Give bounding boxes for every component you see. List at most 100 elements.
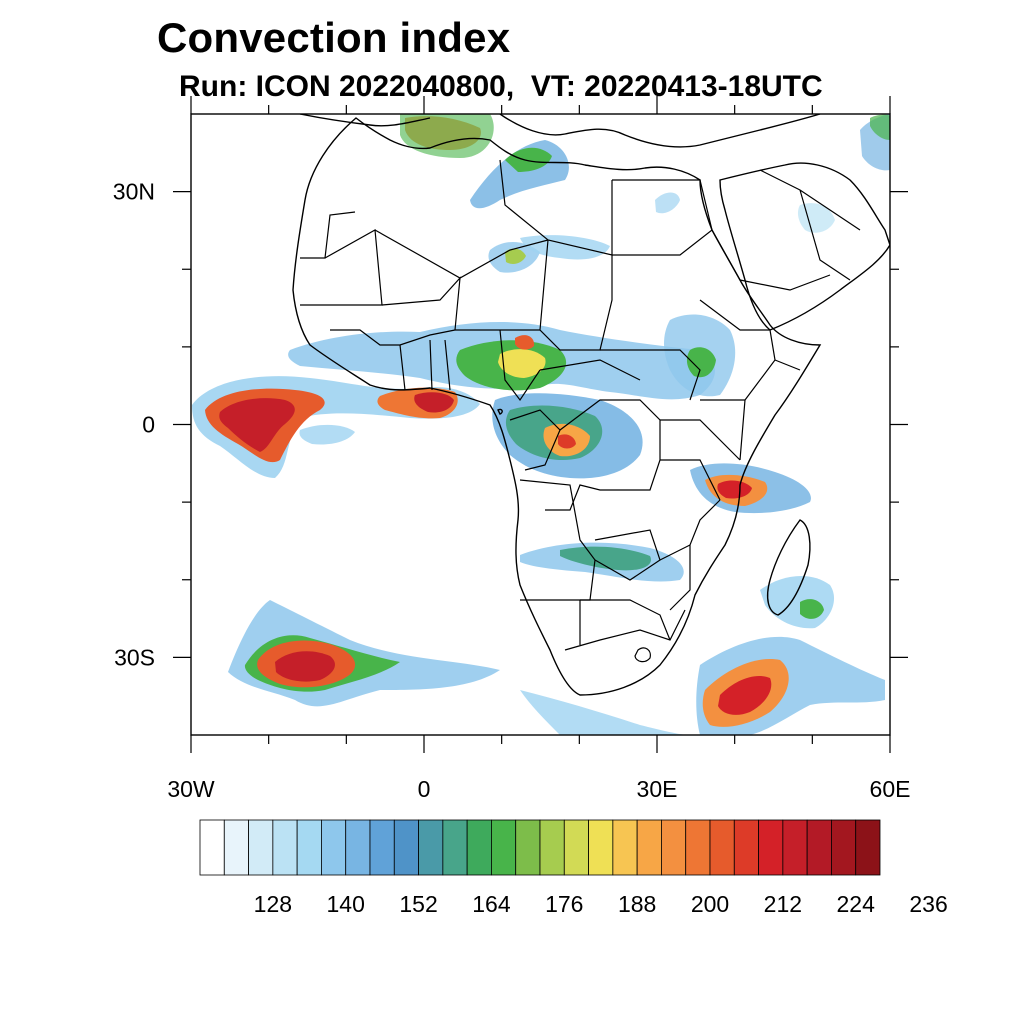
convection-blob-atlantic-peak <box>219 398 295 452</box>
colorbar-box <box>321 819 347 876</box>
colorbar-box <box>199 819 225 876</box>
border-mozambique <box>659 499 721 611</box>
colorbar-labels: 128 140 152 164 176 188 200 212 224 236 <box>254 891 948 917</box>
convection-blob-nigeria-core <box>498 349 546 378</box>
colorbar-label: 236 <box>909 891 947 917</box>
bioko-island <box>497 408 503 415</box>
lon-tick-label: 30E <box>637 776 678 802</box>
colorbar-label: 128 <box>254 891 292 917</box>
convection-blob-levant <box>870 114 890 140</box>
lon-tick-label: 0 <box>418 776 431 802</box>
convection-blob-mediterranean-halo <box>400 114 494 158</box>
colorbar-box <box>685 819 711 876</box>
colorbar-box <box>442 819 468 876</box>
border-west-africa-1 <box>330 329 456 346</box>
colorbar-box <box>223 819 249 876</box>
map-subtitle: Run: ICON 2022040800, VT: 20220413-18UTC <box>179 70 823 103</box>
convection-blob-congo-peak <box>558 434 576 449</box>
convection-field <box>192 114 890 735</box>
colorbar-box <box>588 819 614 876</box>
colorbar-box <box>806 819 832 876</box>
convection-blob-south-atlantic-peak <box>275 651 335 682</box>
colorbar-box <box>345 819 371 876</box>
colorbar-box <box>393 819 419 876</box>
border-ethiopia <box>699 299 776 401</box>
border-chad <box>539 239 613 351</box>
border-east-africa <box>660 419 741 501</box>
convection-blob-libya <box>470 140 569 209</box>
border-mauritania <box>300 229 383 306</box>
border-lesotho <box>634 647 651 663</box>
convection-blob-cape-band <box>520 690 690 735</box>
border-mali-niger <box>381 276 461 331</box>
colorbar-box <box>661 819 687 876</box>
border-algeria-south <box>374 229 549 279</box>
africa-coastline <box>292 117 822 696</box>
colorbar-box <box>515 819 541 876</box>
colorbar-box <box>636 819 662 876</box>
border-arabia-2 <box>739 274 831 291</box>
colorbar-label: 200 <box>691 891 729 917</box>
lat-tick-label: 0 <box>142 412 155 438</box>
convection-blob-zambia-core <box>560 546 651 571</box>
lat-tick-label: 30S <box>114 644 155 670</box>
coastlines <box>292 114 890 696</box>
lon-tick-label: 60E <box>870 776 911 802</box>
colorbar-box <box>539 819 565 876</box>
border-namibia-botswana <box>579 599 671 645</box>
lat-tick-label: 30N <box>113 179 155 205</box>
convection-blob-tanzania-peak <box>717 480 752 499</box>
border-west-africa-2 <box>399 339 451 391</box>
mediterranean-north <box>499 114 821 148</box>
map-tick-labels: 30W 0 30E 60E 30N 0 30S <box>113 179 911 802</box>
border-angola <box>519 479 596 601</box>
map-title: Convection index <box>157 14 511 61</box>
convection-blob-algeria-core <box>505 248 526 264</box>
colorbar-box <box>831 819 857 876</box>
border-sudan <box>612 229 741 281</box>
border-arabia-1 <box>759 169 861 281</box>
colorbar-label: 164 <box>472 891 511 917</box>
arabia-coastline <box>719 162 890 331</box>
colorbar-box <box>758 819 784 876</box>
border-morocco-algeria <box>300 211 356 259</box>
colorbar-label: 176 <box>545 891 583 917</box>
colorbar-box <box>466 819 492 876</box>
convection-blob-ethiopia-mid <box>686 347 716 378</box>
convection-blob-atlantic-west <box>299 424 355 445</box>
convection-blob-madagascar <box>760 575 835 629</box>
colorbar-box <box>733 819 759 876</box>
colorbar-box <box>491 819 517 876</box>
colorbar-box <box>563 819 589 876</box>
border-nigeria-cameroon <box>499 329 541 402</box>
border-drc <box>545 399 661 511</box>
colorbar-box <box>782 819 808 876</box>
map-ticks <box>173 96 908 753</box>
colorbar <box>199 819 881 876</box>
europe-coastline <box>299 114 431 127</box>
colorbar-box <box>248 819 274 876</box>
colorbar-label: 212 <box>764 891 802 917</box>
country-borders <box>300 159 861 663</box>
border-somalia <box>739 359 801 461</box>
colorbar-label: 140 <box>327 891 365 917</box>
colorbar-box <box>709 819 735 876</box>
colorbar-label: 224 <box>837 891 876 917</box>
border-car <box>539 359 641 381</box>
colorbar-box <box>612 819 638 876</box>
convection-blob-libya-core <box>505 147 552 172</box>
madagascar-coastline <box>766 519 811 616</box>
border-egypt <box>612 179 713 231</box>
colorbar-box <box>855 819 881 876</box>
colorbar-box <box>272 819 298 876</box>
colorbar-label: 188 <box>618 891 656 917</box>
convection-blob-egypt <box>655 192 680 214</box>
convection-blob-indian-ocean-peak <box>718 675 772 715</box>
colorbar-box <box>369 819 395 876</box>
convection-blob-cameroon-core <box>515 335 535 350</box>
convection-blob-arabia <box>797 203 835 233</box>
convection-blob-gulf-guinea-peak <box>414 392 454 413</box>
convection-blob-madagascar-core <box>800 599 824 619</box>
border-south-sudan <box>600 349 701 401</box>
